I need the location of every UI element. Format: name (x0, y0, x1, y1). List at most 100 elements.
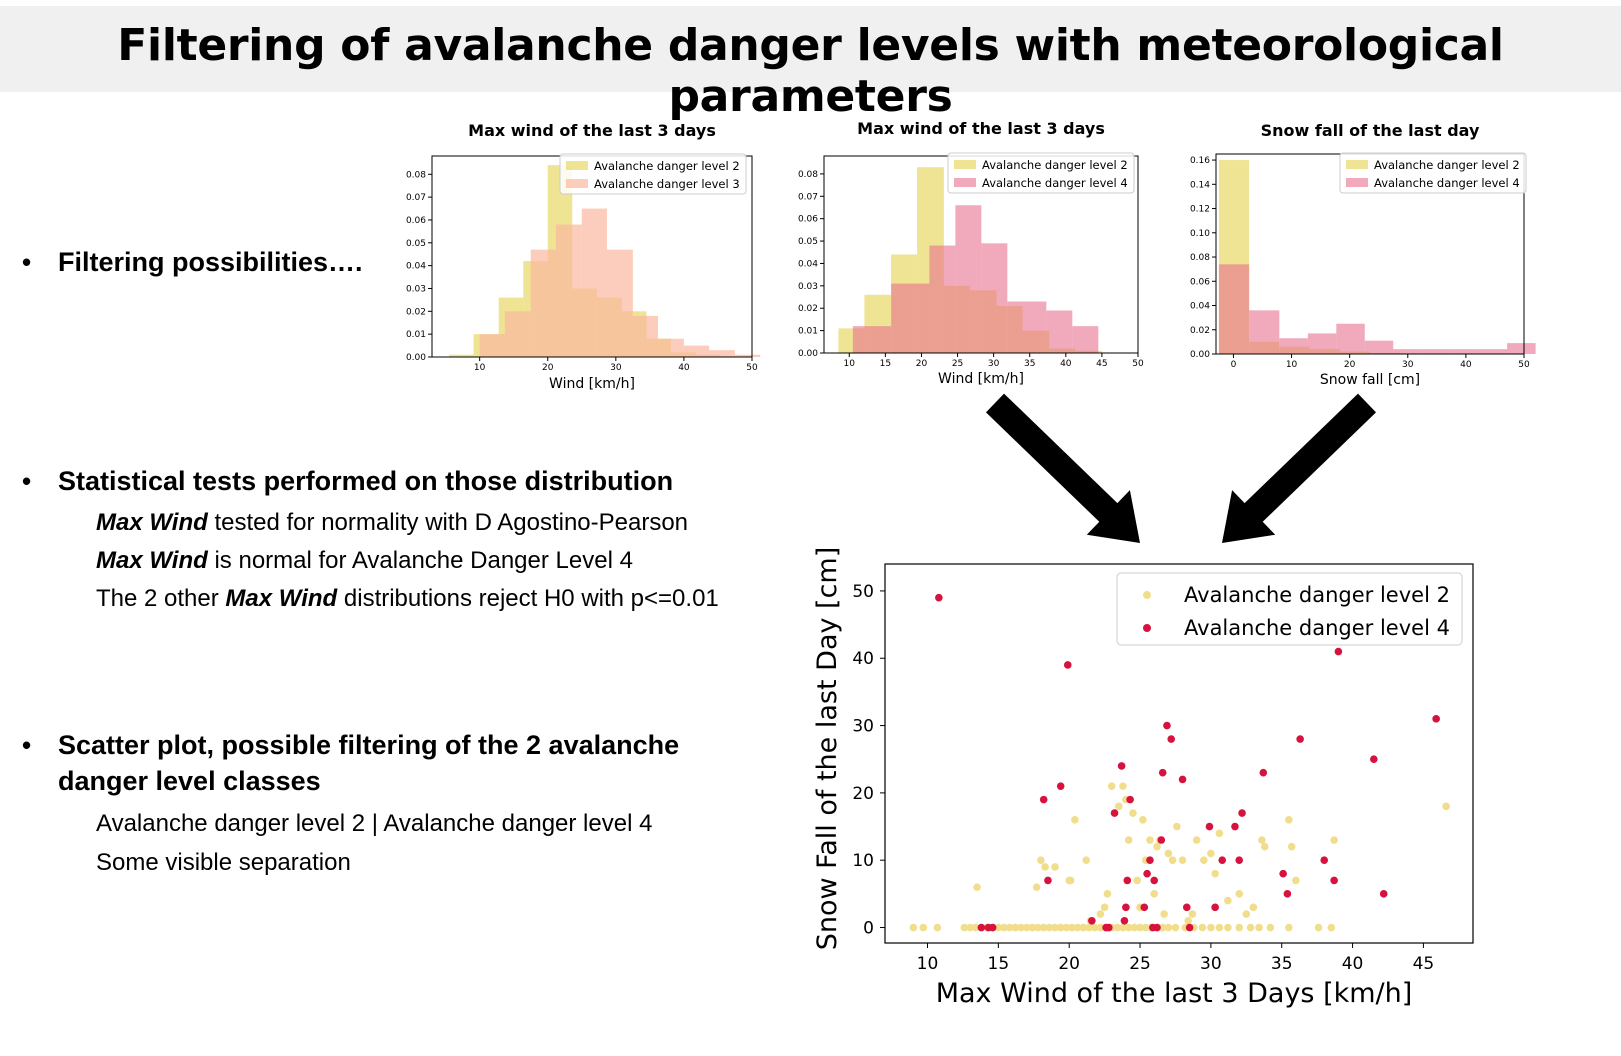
y-tick-label: 0.04 (798, 259, 818, 269)
scatter-point-avalanche-danger-level-2-84 (1168, 856, 1177, 864)
histogram-wind-level2-level4: 0.00 0.01 0.02 0.03 0.04 0.05 0.06 0.07 0.08 10 15… (798, 119, 1144, 387)
bullet-text-continued: danger level classes (58, 766, 321, 796)
y-tick-label: 0.06 (406, 216, 426, 226)
scatter-point-avalanche-danger-level-2-102 (1292, 876, 1300, 885)
scatter-point-avalanche-danger-level-2-48 (1246, 923, 1255, 932)
scatter-point-avalanche-danger-level-4-4 (1039, 795, 1048, 804)
y-tick-label: 0.05 (798, 237, 818, 247)
x-tick-label: 35 (1271, 954, 1293, 974)
scatter-point-avalanche-danger-level-4-43 (1370, 755, 1378, 764)
hist-bar-avalanche-danger-level-3-6 (632, 315, 659, 357)
scatter-point-avalanche-danger-level-2-21 (1062, 923, 1071, 932)
note-line-5: Some visible separation (96, 849, 351, 876)
scatter-point-avalanche-danger-level-4-22 (1153, 923, 1161, 932)
x-tick-label: 45 (1413, 954, 1435, 974)
x-axis-label: Wind [km/h] (549, 376, 635, 392)
y-tick-label: 0.06 (798, 215, 818, 225)
y-tick-label: 0.05 (406, 239, 426, 249)
scatter-point-avalanche-danger-level-2-95 (1235, 890, 1244, 898)
y-tick-label: 0.02 (1190, 326, 1210, 336)
scatter-point-avalanche-danger-level-2-4 (966, 923, 974, 932)
scatter-point-avalanche-danger-level-2-87 (1184, 916, 1193, 925)
hist-bar-avalanche-danger-level-3-7 (658, 338, 684, 357)
scatter-point-avalanche-danger-level-2-88 (1188, 910, 1197, 918)
scatter-point-avalanche-danger-level-2-100 (1285, 816, 1293, 824)
y-tick-label: 0.10 (1190, 229, 1210, 239)
y-tick-label: 0.06 (1190, 277, 1210, 287)
scatter-point-avalanche-danger-level-2-34 (1136, 923, 1144, 932)
y-tick-label: 0.07 (798, 192, 818, 202)
plot-frame (884, 563, 1474, 944)
x-tick-label: 20 (1058, 954, 1080, 974)
scatter-point-avalanche-danger-level-2-96 (1242, 910, 1251, 918)
scatter-point-avalanche-danger-level-2-98 (1258, 836, 1266, 844)
scatter-point-avalanche-danger-level-2-62 (1082, 856, 1090, 864)
scatter-point-avalanche-danger-level-2-17 (1039, 923, 1048, 932)
scatter-point-avalanche-danger-level-2-2 (933, 923, 942, 932)
scatter-point-avalanche-danger-level-2-101 (1287, 842, 1296, 851)
scatter-point-avalanche-danger-level-2-31 (1119, 923, 1127, 932)
title-bar (0, 6, 1621, 92)
y-tick-label: 50 (852, 582, 874, 602)
legend-label: Avalanche danger level 2 (1184, 583, 1450, 607)
x-tick-label: 45 (1096, 359, 1107, 369)
scatter-point-avalanche-danger-level-4-23 (1157, 836, 1166, 844)
hist-bar-avalanche-danger-level-3-10 (734, 354, 761, 357)
y-tick-label: 0.04 (406, 262, 426, 272)
hist-bar-avalanche-danger-level-4-4 (1336, 323, 1365, 354)
scatter-point-avalanche-danger-level-4-19 (1146, 856, 1154, 864)
hist-bar-avalanche-danger-level-4-0 (1218, 264, 1250, 354)
scatter-point-avalanche-danger-level-2-18 (1045, 923, 1054, 932)
legend-label: Avalanche danger level 4 (982, 176, 1128, 190)
y-tick-label: 0.00 (1190, 350, 1210, 360)
scatter-point-avalanche-danger-level-4-15 (1123, 876, 1132, 885)
hist-bar-avalanche-danger-level-4-8 (1450, 349, 1479, 354)
hist-bar-avalanche-danger-level-4-2 (1279, 338, 1308, 354)
x-tick-label: 50 (1518, 360, 1530, 370)
x-tick-label: 10 (1286, 360, 1298, 370)
scatter-point-avalanche-danger-level-4-33 (1231, 822, 1239, 831)
scatter-point-avalanche-danger-level-2-64 (1096, 910, 1105, 918)
x-tick-label: 10 (844, 359, 856, 369)
scatter-point-avalanche-danger-level-2-27 (1096, 923, 1105, 932)
x-tick-label: 30 (610, 363, 622, 373)
scatter-point-avalanche-danger-level-2-30 (1113, 923, 1122, 932)
x-tick-label: 30 (1200, 954, 1222, 974)
legend-label: Avalanche danger level 2 (1374, 158, 1520, 172)
scatter-point-avalanche-danger-level-2-104 (1442, 802, 1450, 811)
scatter-point-avalanche-danger-level-2-67 (1107, 782, 1116, 790)
bullet-text: Filtering possibilities…. (58, 247, 363, 277)
hist-bar-avalanche-danger-level-4-1 (1249, 310, 1280, 354)
legend-swatch (954, 160, 976, 169)
x-axis-label: Max Wind of the last 3 Days [km/h] (936, 978, 1413, 1009)
x-tick-label: 40 (1342, 954, 1364, 974)
legend-marker (1143, 624, 1151, 632)
bullet-dot: • (22, 247, 32, 277)
note-line-3: The 2 other Max Wind distributions rejec… (96, 585, 719, 612)
scatter-point-avalanche-danger-level-4-11 (1110, 809, 1119, 817)
hist-bar-avalanche-danger-level-3-3 (555, 224, 582, 357)
x-tick-label: 40 (1060, 359, 1072, 369)
y-tick-label: 0.03 (798, 282, 818, 292)
x-tick-label: 15 (880, 359, 891, 369)
bullet-dot: • (22, 730, 32, 760)
scatter-point-avalanche-danger-level-4-40 (1320, 856, 1329, 864)
scatter-point-avalanche-danger-level-2-32 (1124, 923, 1133, 932)
scatter-point-avalanche-danger-level-2-93 (1215, 829, 1224, 838)
scatter-point-avalanche-danger-level-4-44 (1379, 890, 1388, 898)
hist-bar-avalanche-danger-level-3-8 (683, 345, 710, 357)
hist-bar-avalanche-danger-level-4-4 (981, 243, 1008, 353)
hist-bar-avalanche-danger-level-3-9 (709, 350, 735, 357)
scatter-point-avalanche-danger-level-4-7 (1063, 661, 1072, 669)
scatter-point-avalanche-danger-level-2-72 (1124, 836, 1133, 844)
y-tick-label: 0.03 (406, 284, 426, 294)
scatter-point-avalanche-danger-level-2-10 (1000, 923, 1008, 932)
scatter-point-avalanche-danger-level-4-39 (1296, 735, 1304, 743)
scatter-point-avalanche-danger-level-2-45 (1215, 923, 1224, 932)
x-tick-label: 30 (1402, 360, 1414, 370)
hist-bar-avalanche-danger-level-4-10 (1507, 343, 1536, 354)
scatter-point-avalanche-danger-level-2-85 (1173, 822, 1181, 831)
scatter-point-avalanche-danger-level-2-12 (1011, 923, 1020, 932)
scatter-point-avalanche-danger-level-4-25 (1163, 721, 1171, 730)
scatter-point-avalanche-danger-level-4-3 (988, 923, 997, 932)
